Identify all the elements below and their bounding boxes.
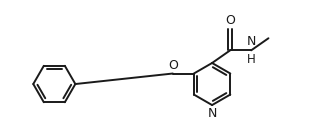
Text: O: O: [168, 59, 178, 72]
Text: N: N: [247, 35, 256, 48]
Text: N: N: [207, 107, 217, 120]
Text: H: H: [247, 53, 256, 66]
Text: O: O: [225, 14, 235, 27]
